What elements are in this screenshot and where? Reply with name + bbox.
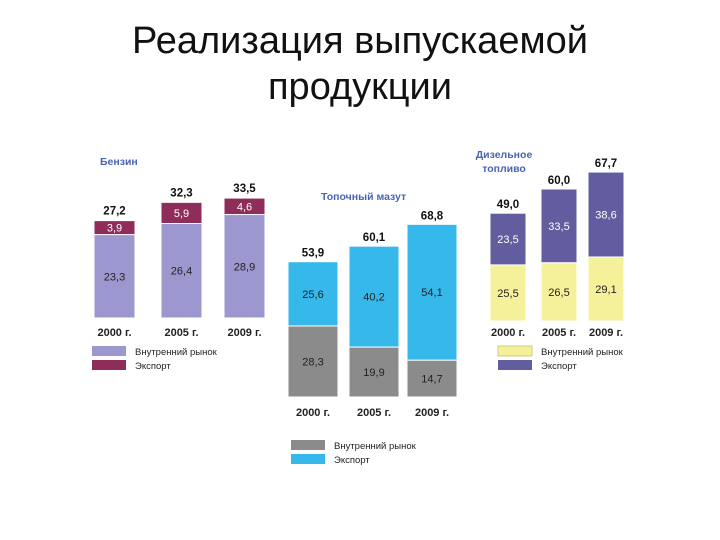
benzin-category-label-1: 2005 г.: [164, 327, 198, 339]
mazut-data-label-domestic-0: 28,3: [302, 356, 323, 368]
diesel-category-label-2: 2009 г.: [589, 327, 623, 339]
mazut-legend-label-domestic: Внутренний рынок: [334, 441, 417, 452]
diesel-data-label-export-0: 23,5: [497, 234, 518, 246]
benzin-data-label-domestic-1: 26,4: [171, 266, 192, 278]
diesel-legend-swatch-domestic: [497, 345, 533, 357]
benzin-bar-domestic-1: [160, 222, 203, 319]
mazut-legend-swatch-domestic: [291, 440, 325, 450]
mazut-data-label-domestic-1: 19,9: [363, 367, 384, 379]
title-line-1: Реализация выпускаемой: [132, 20, 588, 62]
diesel-bar-export-0: [489, 212, 527, 266]
diesel-data-label-domestic-0: 25,5: [497, 288, 518, 300]
mazut-category-label-1: 2005 г.: [357, 407, 391, 419]
diesel-title-line-2: топливо: [482, 163, 526, 175]
mazut-bar-domestic-2: [406, 359, 458, 398]
diesel-data-label-domestic-2: 29,1: [595, 284, 616, 296]
diesel-total-label-2: 67,7: [595, 158, 617, 170]
benzin-title: Бензин: [100, 156, 138, 168]
mazut-bar-export-2: [406, 223, 458, 361]
mazut-category-label-2: 2009 г.: [415, 407, 449, 419]
diesel-data-label-export-2: 38,6: [595, 210, 616, 222]
diesel-bar-domestic-0: [489, 264, 527, 322]
benzin-category-label-2: 2009 г.: [227, 327, 261, 339]
diesel-total-label-1: 60,0: [548, 175, 570, 187]
mazut-data-label-domestic-2: 14,7: [421, 374, 442, 386]
mazut-total-label-1: 60,1: [363, 232, 386, 244]
benzin-bar-export-1: [160, 201, 203, 224]
benzin-data-label-export-0: 3,9: [107, 223, 122, 235]
diesel-bar-export-1: [540, 188, 578, 264]
diesel-data-label-export-1: 33,5: [548, 221, 569, 233]
benzin-data-label-domestic-0: 23,3: [104, 271, 125, 283]
benzin-data-label-export-1: 5,9: [174, 208, 189, 220]
mazut-legend-swatch-export: [291, 454, 325, 464]
diesel-bar-domestic-2: [587, 256, 625, 322]
mazut-data-label-export-0: 25,6: [302, 289, 323, 301]
benzin-bar-export-2: [223, 197, 266, 216]
benzin-legend-label-export: Экспорт: [135, 361, 171, 372]
mazut-legend-label-export: Экспорт: [334, 455, 370, 466]
mazut-bar-export-1: [348, 245, 400, 348]
mazut-total-label-2: 68,8: [421, 210, 444, 222]
mazut-bar-domestic-0: [287, 325, 339, 398]
benzin-legend-label-domestic: Внутренний рынок: [135, 347, 218, 358]
benzin-data-label-domestic-2: 28,9: [234, 261, 255, 273]
diesel-total-label-0: 49,0: [497, 199, 519, 211]
diesel-category-label-1: 2005 г.: [542, 327, 576, 339]
mazut-category-label-0: 2000 г.: [296, 407, 330, 419]
mazut-bar-domestic-1: [348, 346, 400, 398]
benzin-bar-domestic-0: [93, 234, 136, 319]
diesel-legend-label-domestic: Внутренний рынок: [541, 347, 624, 358]
benzin-total-label-0: 27,2: [103, 206, 125, 218]
slide-title: Реализация выпускаемой продукции: [0, 18, 720, 110]
title-line-2: продукции: [267, 66, 453, 108]
diesel-bar-domestic-1: [540, 262, 578, 322]
benzin-total-label-2: 33,5: [233, 183, 256, 195]
diesel-legend-label-export: Экспорт: [541, 361, 577, 372]
benzin-total-label-1: 32,3: [170, 187, 192, 199]
diesel-bar-export-2: [587, 171, 625, 258]
benzin-bar-export-0: [93, 220, 136, 236]
mazut-title: Топочный мазут: [321, 191, 406, 203]
diesel-category-label-0: 2000 г.: [491, 327, 525, 339]
diesel-legend-swatch-export: [498, 360, 532, 370]
mazut-total-label-0: 53,9: [302, 248, 324, 260]
benzin-data-label-export-2: 4,6: [237, 201, 252, 213]
benzin-category-label-0: 2000 г.: [97, 327, 131, 339]
mazut-data-label-export-2: 54,1: [421, 287, 442, 299]
benzin-legend-swatch-domestic: [92, 346, 126, 356]
diesel-title-line-1: Дизельное: [476, 149, 533, 161]
mazut-data-label-export-1: 40,2: [363, 292, 384, 304]
diesel-data-label-domestic-1: 26,5: [548, 287, 569, 299]
benzin-legend-swatch-export: [92, 360, 126, 370]
mazut-bar-export-0: [287, 261, 339, 327]
